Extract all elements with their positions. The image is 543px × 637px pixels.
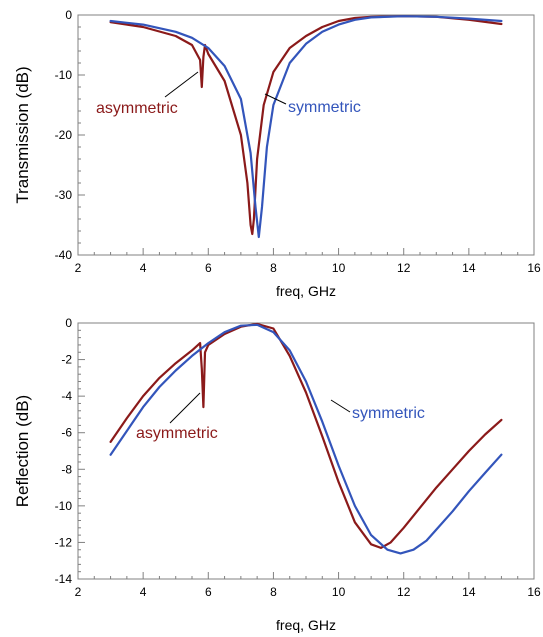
transmission-x-tick-label: 4 (140, 261, 147, 275)
reflection-x-tick-label: 2 (75, 585, 82, 599)
transmission-y-tick-label: 0 (65, 8, 72, 22)
reflection-x-tick-label: 14 (462, 585, 476, 599)
transmission-asymmetric-annotation: asymmetric (96, 100, 178, 117)
transmission-x-tick-label: 14 (462, 261, 476, 275)
transmission-x-tick-label: 2 (75, 261, 82, 275)
transmission-y-tick-label: -10 (55, 68, 73, 82)
transmission-x-tick-label: 16 (527, 261, 541, 275)
transmission-y-tick-label: -30 (55, 188, 73, 202)
reflection-x-tick-label: 8 (270, 585, 277, 599)
transmission-series (109, 15, 503, 239)
transmission-plot-frame (77, 14, 535, 256)
reflection-asymmetric-annotation: asymmetric (136, 425, 218, 442)
transmission-symmetric-line (109, 15, 503, 239)
transmission-x-tick-label: 10 (332, 261, 346, 275)
transmission-y-ticks: -40 -30 -20 -10 0 (55, 8, 85, 262)
reflection-x-tick-label: 12 (397, 585, 411, 599)
reflection-y-tick-label: -6 (61, 426, 72, 440)
reflection-x-tick-label: 16 (527, 585, 541, 599)
transmission-symmetric-annotation: symmetric (288, 99, 361, 116)
reflection-x-tick-label: 10 (332, 585, 346, 599)
reflection-y-ticks: -14 -12 -10 -8 -6 -4 -2 0 (55, 316, 85, 586)
reflection-chart: -14 -12 -10 -8 -6 -4 -2 0 2 4 6 8 10 12 14 16 freq, GH… (13, 316, 541, 633)
transmission-y-axis-label: Transmission (dB) (13, 66, 32, 203)
reflection-y-axis-label: Reflection (dB) (13, 395, 32, 507)
transmission-asymmetric-line (109, 15, 503, 236)
transmission-symmetric-leader (264, 93, 287, 105)
transmission-y-tick-label: -40 (55, 248, 73, 262)
reflection-y-tick-label: -2 (61, 353, 72, 367)
reflection-y-tick-label: 0 (65, 316, 72, 330)
reflection-symmetric-annotation: symmetric (352, 405, 425, 422)
reflection-y-tick-label: -12 (55, 535, 73, 549)
transmission-x-tick-label: 12 (397, 261, 411, 275)
reflection-x-axis-label: freq, GHz (276, 617, 336, 633)
reflection-plot-frame (77, 322, 535, 580)
reflection-x-tick-label: 4 (140, 585, 147, 599)
reflection-symmetric-leader (330, 399, 351, 413)
transmission-asymmetric-leader (164, 71, 199, 98)
reflection-series (109, 322, 503, 555)
reflection-x-ticks: 2 4 6 8 10 12 14 16 (75, 572, 541, 599)
reflection-x-tick-label: 6 (205, 585, 212, 599)
reflection-y-tick-label: -4 (61, 389, 72, 403)
reflection-y-tick-label: -8 (61, 462, 72, 476)
transmission-x-axis-label: freq, GHz (276, 283, 336, 299)
reflection-y-tick-label: -14 (55, 572, 73, 586)
transmission-x-tick-label: 6 (205, 261, 212, 275)
reflection-symmetric-line (109, 323, 503, 555)
reflection-asymmetric-leader (169, 392, 201, 424)
transmission-x-ticks: 2 4 6 8 10 12 14 16 (75, 248, 541, 275)
transmission-x-tick-label: 8 (270, 261, 277, 275)
transmission-chart: -40 -30 -20 -10 0 2 4 6 8 10 12 14 16 freq, GHz Tra… (13, 8, 541, 299)
transmission-y-tick-label: -20 (55, 128, 73, 142)
reflection-y-tick-label: -10 (55, 499, 73, 513)
